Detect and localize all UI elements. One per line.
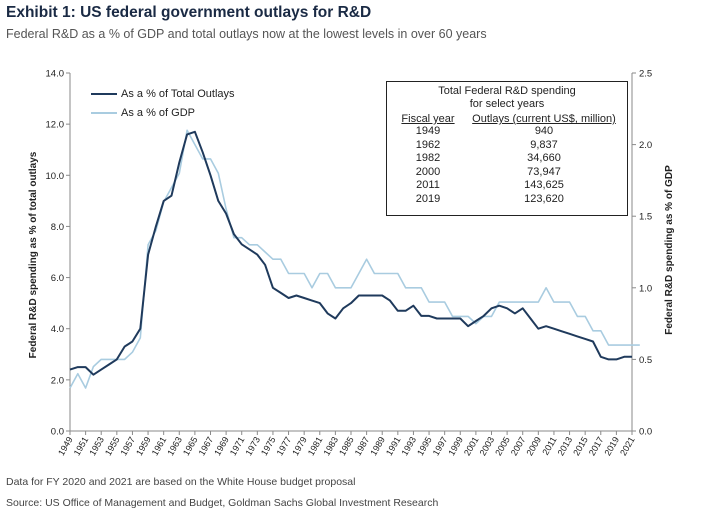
table-row: 1949 940 (387, 125, 627, 139)
x-tick-label: 1951 (72, 435, 91, 457)
table-cell-outlays: 9,837 (530, 138, 558, 151)
table-row: 2000 73,947 (387, 166, 627, 180)
table-cell-outlays: 73,947 (527, 165, 561, 178)
x-tick-label: 2001 (462, 435, 481, 457)
table-cell-year: 1982 (415, 152, 441, 164)
y-left-tick-label: 12.0 (46, 120, 65, 131)
x-tick-label: 1973 (243, 435, 262, 457)
table-row: 2011 143,625 (387, 179, 627, 193)
x-tick-label: 1975 (259, 435, 278, 457)
x-tick-label: 1995 (415, 435, 434, 457)
x-tick-label: 1967 (197, 435, 216, 457)
x-tick-label: 2007 (509, 435, 528, 457)
x-tick-label: 1989 (368, 435, 387, 457)
x-tick-label: 2013 (556, 435, 575, 457)
legend-item-outlays: As a % of Total Outlays (91, 84, 235, 103)
chart-subtitle: Federal R&D as a % of GDP and total outl… (6, 27, 487, 41)
table-cell-year: 2000 (415, 165, 441, 178)
table-cell-outlays: 123,620 (524, 192, 564, 205)
chart-legend: As a % of Total Outlays As a % of GDP (91, 84, 235, 122)
table-row: 1962 9,837 (387, 139, 627, 153)
x-tick-label: 2005 (493, 435, 512, 457)
x-tick-label: 1999 (446, 435, 465, 457)
table-title-line1: Total Federal R&D spending (438, 85, 576, 97)
x-tick-label: 1991 (384, 435, 403, 457)
table-cell-outlays: 34,660 (527, 152, 561, 164)
x-tick-label: 1949 (56, 435, 75, 457)
x-tick-label: 1985 (337, 435, 356, 457)
table-cell-outlays: 940 (534, 125, 554, 137)
y-right-tick-label: 1.0 (639, 283, 652, 294)
y-right-tick-label: 2.5 (639, 69, 652, 80)
y-left-tick-label: 10.0 (46, 171, 65, 182)
legend-label-gdp: As a % of GDP (121, 106, 195, 119)
x-tick-label: 1953 (87, 435, 106, 457)
y-axis-left-label: Federal R&D spending as % of total outla… (28, 151, 39, 358)
table-row: 1982 34,660 (387, 152, 627, 166)
x-tick-label: 1971 (228, 435, 247, 457)
y-right-tick-label: 0.0 (639, 427, 652, 438)
table-cell-year: 1962 (415, 138, 441, 151)
x-tick-label: 1955 (103, 435, 122, 457)
y-left-tick-label: 6.0 (51, 273, 64, 284)
x-tick-label: 2017 (587, 435, 606, 457)
x-tick-label: 1969 (212, 435, 231, 457)
y-left-tick-label: 0.0 (51, 427, 64, 438)
y-right-tick-label: 0.5 (639, 355, 652, 366)
x-tick-label: 1963 (165, 435, 184, 457)
x-tick-label: 2015 (571, 435, 590, 457)
legend-item-gdp: As a % of GDP (91, 103, 235, 122)
x-tick-label: 2019 (602, 435, 621, 457)
footnote: Data for FY 2020 and 2021 are based on t… (6, 476, 356, 488)
x-tick-label: 1979 (290, 435, 309, 457)
y-left-tick-label: 8.0 (51, 222, 64, 233)
y-right-tick-label: 1.5 (639, 212, 652, 223)
x-tick-label: 1983 (321, 435, 340, 457)
y-left-tick-label: 2.0 (51, 375, 64, 386)
source-note: Source: US Office of Management and Budg… (6, 497, 439, 509)
x-tick-label: 2003 (478, 435, 497, 457)
chart-title: Exhibit 1: US federal government outlays… (6, 4, 372, 21)
x-tick-label: 1997 (431, 435, 450, 457)
rd-spending-table: Total Federal R&D spending for select ye… (386, 81, 628, 216)
x-tick-label: 1957 (119, 435, 138, 457)
y-left-tick-label: 14.0 (46, 69, 65, 80)
x-tick-label: 1981 (306, 435, 325, 457)
x-tick-label: 1977 (275, 435, 294, 457)
table-cell-outlays: 143,625 (524, 179, 564, 191)
table-row: 2019 123,620 (387, 193, 627, 207)
x-tick-label: 1959 (134, 435, 153, 457)
table-title-line2: for select years (469, 98, 545, 110)
x-tick-label: 1961 (150, 435, 169, 457)
legend-swatch-outlays (91, 92, 117, 95)
table-cell-year: 2011 (416, 179, 440, 191)
table-cell-year: 1949 (415, 125, 441, 137)
y-axis-right-label: Federal R&D spending as % of GDP (664, 165, 675, 335)
legend-swatch-gdp (91, 111, 117, 114)
x-tick-label: 1987 (353, 435, 372, 457)
table-header: Fiscal year Outlays (current US$, millio… (387, 113, 627, 125)
table-title: Total Federal R&D spending for select ye… (387, 85, 627, 111)
chart-lines (69, 129, 640, 389)
x-tick-label: 1993 (400, 435, 419, 457)
y-left-tick-label: 4.0 (51, 324, 64, 335)
legend-label-outlays: As a % of Total Outlays (121, 87, 235, 100)
series-line-outlays (69, 130, 632, 376)
x-tick-label: 1965 (181, 435, 200, 457)
table-header-outlays: Outlays (current US$, million) (472, 113, 616, 125)
x-tick-label: 2021 (618, 435, 637, 457)
y-right-tick-label: 2.0 (639, 140, 652, 151)
table-header-year: Fiscal year (401, 113, 455, 125)
table-cell-year: 2019 (415, 192, 441, 205)
x-tick-label: 2009 (524, 435, 543, 457)
